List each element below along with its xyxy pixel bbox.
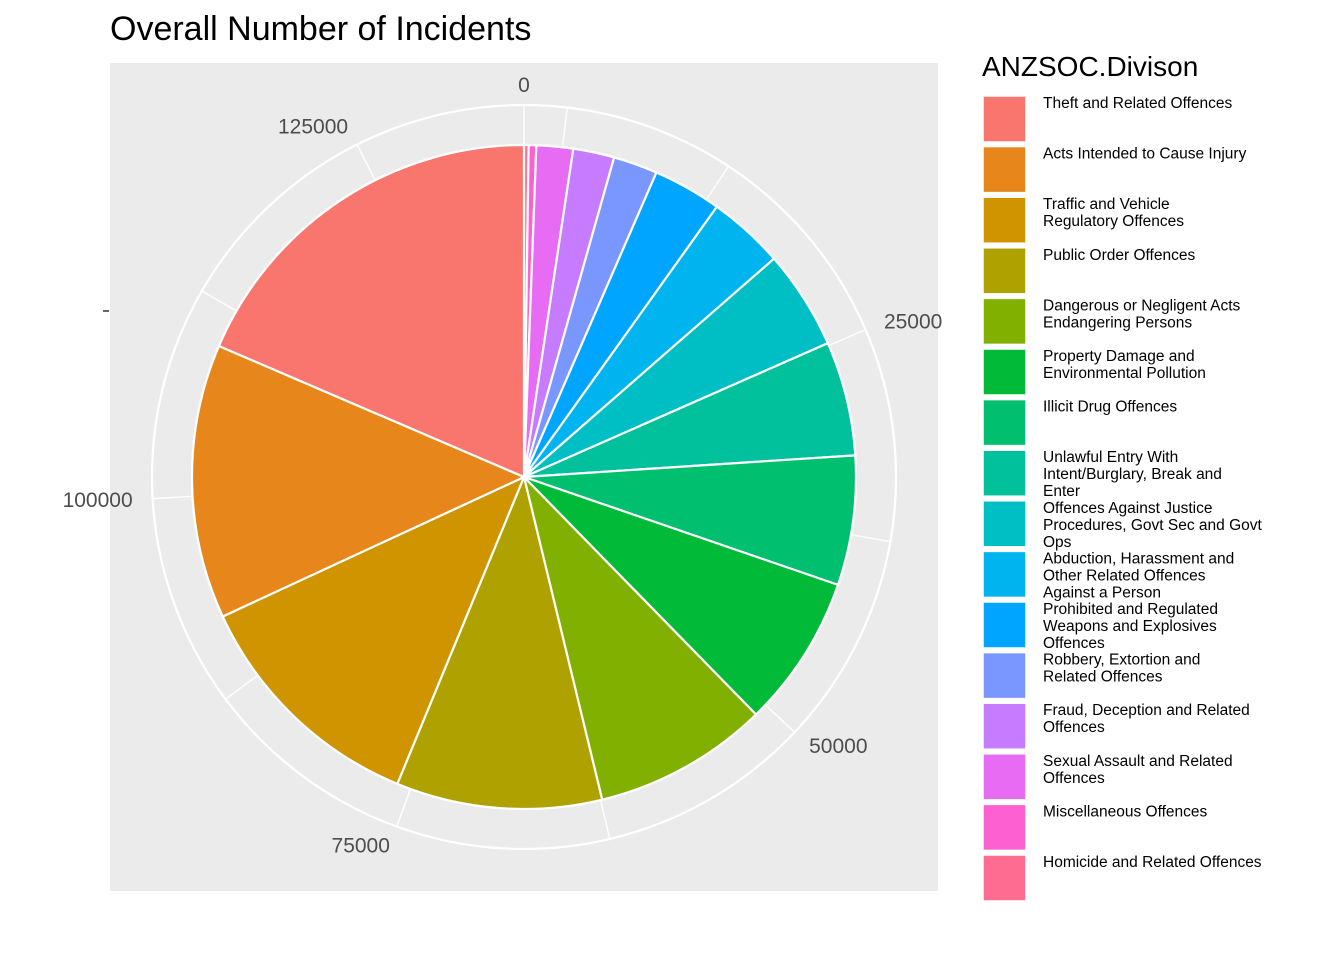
legend-key [982, 297, 1027, 346]
legend-key [982, 95, 1027, 143]
legend-label: Miscellaneous Offences [1043, 803, 1208, 820]
legend-label: Weapons and Explosives [1043, 618, 1217, 635]
legend-key [982, 550, 1027, 599]
legend-key [982, 500, 1027, 548]
tick-label: 100000 [63, 489, 133, 512]
legend-label: Robbery, Extortion and [1043, 652, 1200, 669]
tick-labels: 0 25000 50000 75000 100000 125000 [63, 74, 943, 857]
legend-key [982, 854, 1027, 902]
legend-label: Unlawful Entry With [1043, 449, 1178, 466]
legend-label: Abduction, Harassment and [1043, 550, 1234, 567]
legend-key [982, 449, 1027, 497]
legend-label: Public Order Offences [1043, 247, 1195, 264]
legend: Theft and Related Offences Acts Intended … [982, 95, 1263, 902]
legend-key [982, 196, 1027, 244]
legend-key [982, 247, 1027, 295]
legend-key [982, 753, 1027, 801]
slice-layer [190, 143, 858, 811]
legend-label: Homicide and Related Offences [1043, 854, 1262, 871]
legend-label: Other Related Offences [1043, 567, 1206, 584]
grid-spoke [828, 329, 866, 347]
legend-label: Offences [1043, 770, 1105, 787]
tick-label: 25000 [884, 311, 942, 334]
legend-label: Intent/Burglary, Break and [1043, 466, 1222, 483]
legend-label: Environmental Pollution [1043, 365, 1206, 382]
tick-label: 125000 [278, 116, 348, 139]
legend-label: Offences Against Justice [1043, 500, 1212, 517]
legend-label: Sexual Assault and Related [1043, 753, 1233, 770]
legend-label: Fraud, Deception and Related [1043, 702, 1250, 719]
legend-label: Related Offences [1043, 669, 1163, 686]
grid-spoke-minor [705, 165, 730, 201]
grid-spoke-minor [850, 533, 891, 543]
grid-spoke [152, 495, 193, 500]
grid-spoke-minor [201, 290, 237, 312]
slice-dangerous-or-negligent-acts-endangering-persons [522, 475, 758, 801]
tick-label: 50000 [809, 735, 867, 758]
legend-title: ANZSOC.Divison [982, 51, 1198, 82]
grid-spoke-minor [225, 674, 259, 700]
legend-label: Enter [1043, 483, 1080, 500]
legend-label: Procedures, Govt Sec and Govt [1043, 517, 1263, 534]
legend-label: Property Damage and [1043, 348, 1195, 365]
legend-label: Against a Person [1043, 584, 1161, 601]
legend-label: Regulatory Offences [1043, 213, 1184, 230]
grid-spoke [765, 704, 796, 733]
legend-key [982, 601, 1027, 649]
legend-label: Dangerous or Negligent Acts [1043, 297, 1241, 314]
legend-label: Theft and Related Offences [1043, 95, 1233, 112]
legend-key [982, 803, 1027, 852]
legend-label: Traffic and Vehicle [1043, 196, 1170, 213]
slice-acts-intended-to-cause-injury [190, 344, 526, 618]
grid-spoke-minor [599, 799, 611, 840]
grid-spoke [356, 144, 376, 181]
legend-key [982, 702, 1027, 750]
legend-label: Acts Intended to Cause Injury [1043, 146, 1247, 163]
legend-label: Prohibited and Regulated [1043, 601, 1218, 618]
slice-property-damage-and-environmental-pollution [522, 475, 840, 716]
legend-key [982, 398, 1027, 447]
legend-key [982, 651, 1027, 700]
chart-title: Overall Number of Incidents [110, 10, 531, 48]
tick-label: 0 [518, 74, 530, 97]
legend-label: Endangering Persons [1043, 314, 1192, 331]
legend-label: Offences [1043, 635, 1105, 652]
legend-label: Offences [1043, 719, 1105, 736]
legend-label: Ops [1043, 534, 1072, 551]
grid-spoke-minor [561, 107, 568, 148]
grid-spoke [396, 788, 412, 827]
slice-traffic-and-vehicle-regulatory-offences [221, 475, 526, 785]
legend-label: Illicit Drug Offences [1043, 399, 1177, 416]
legend-key [982, 145, 1027, 194]
tick-label: 75000 [332, 834, 390, 857]
slice-illicit-drug-offences [522, 454, 858, 586]
slice-theft-and-related-offences [217, 143, 526, 479]
slice-public-order-offences [396, 475, 604, 811]
legend-key [982, 348, 1027, 396]
